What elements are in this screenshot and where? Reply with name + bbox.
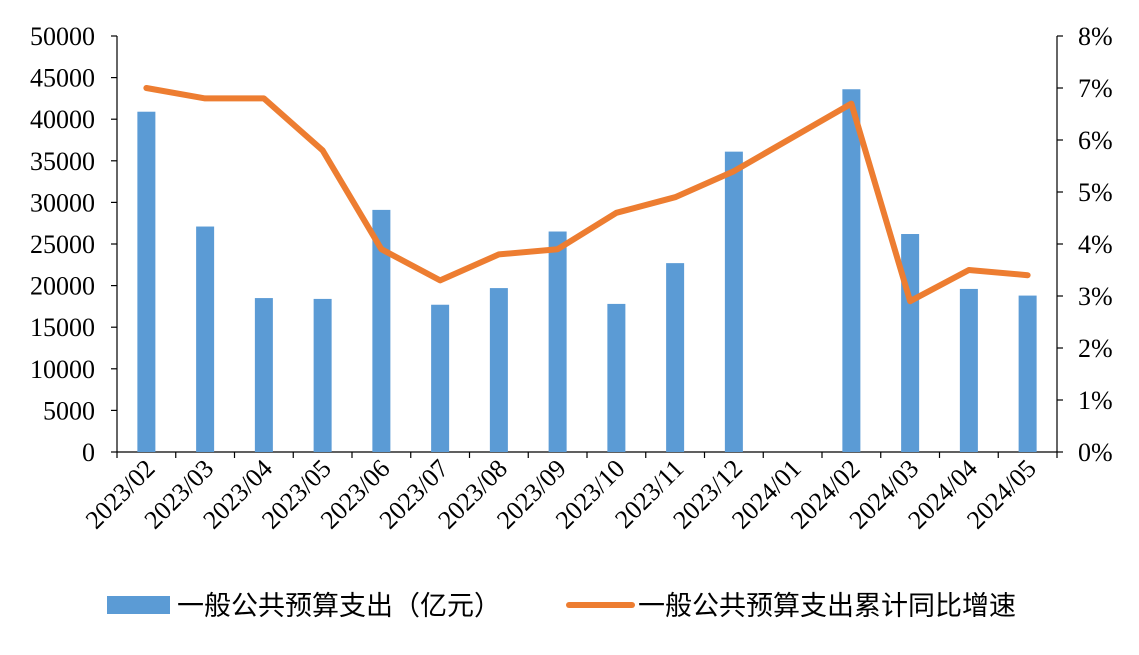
right-tick-label: 7% — [1078, 74, 1113, 103]
legend-bar-swatch — [107, 596, 170, 614]
right-tick-label: 2% — [1078, 334, 1113, 363]
right-tick-label: 5% — [1078, 178, 1113, 207]
left-tick-label: 50000 — [30, 22, 95, 51]
legend: 一般公共预算支出（亿元） 一般公共预算支出累计同比增速 — [107, 591, 1016, 621]
bar-2024-03 — [901, 234, 920, 452]
x-axis-ticks: 2023/022023/032023/042023/052023/062023/… — [80, 452, 1058, 535]
bar-2024-04 — [959, 288, 978, 452]
left-tick-label: 20000 — [30, 272, 95, 301]
bar-series — [137, 89, 1037, 453]
bar-2023-03 — [196, 226, 215, 452]
left-axis-ticks: 0 5000 10000 15000 20000 25000 30000 35000 40000… — [30, 22, 117, 467]
legend-line-label: 一般公共预算支出累计同比增速 — [638, 591, 1016, 621]
left-tick-label: 30000 — [30, 188, 95, 217]
bar-2023-10 — [607, 303, 626, 452]
bar-2023-06 — [372, 209, 391, 452]
right-tick-label: 1% — [1078, 386, 1113, 415]
left-tick-label: 25000 — [30, 230, 95, 259]
bar-2024-02 — [842, 89, 861, 453]
right-tick-label: 4% — [1078, 230, 1113, 259]
left-tick-label: 35000 — [30, 147, 95, 176]
left-tick-label: 15000 — [30, 313, 95, 342]
right-tick-label: 6% — [1078, 126, 1113, 155]
right-tick-label: 8% — [1078, 22, 1113, 51]
left-tick-label: 40000 — [30, 105, 95, 134]
bar-2024-05 — [1018, 295, 1037, 452]
left-tick-label: 0 — [82, 438, 95, 467]
left-tick-label: 5000 — [43, 396, 95, 425]
bar-2023-12 — [724, 151, 743, 452]
right-tick-label: 3% — [1078, 282, 1113, 311]
bar-2023-04 — [254, 298, 273, 452]
left-tick-label: 10000 — [30, 355, 95, 384]
left-tick-label: 45000 — [30, 64, 95, 93]
legend-bar-label: 一般公共预算支出（亿元） — [177, 591, 501, 621]
right-tick-label: 0% — [1078, 438, 1113, 467]
bar-2023-08 — [489, 288, 508, 452]
growth-rate-line — [143, 85, 1031, 305]
right-axis-ticks: 0% 1% 2% 3% 4% 5% 6% 7% 8% — [1057, 22, 1113, 467]
bar-2023-09 — [548, 231, 567, 452]
bar-2023-05 — [313, 298, 332, 452]
bar-2023-07 — [431, 304, 450, 452]
bar-2023-02 — [137, 111, 156, 452]
line-series — [143, 85, 1031, 305]
bar-2023-11 — [666, 263, 685, 452]
